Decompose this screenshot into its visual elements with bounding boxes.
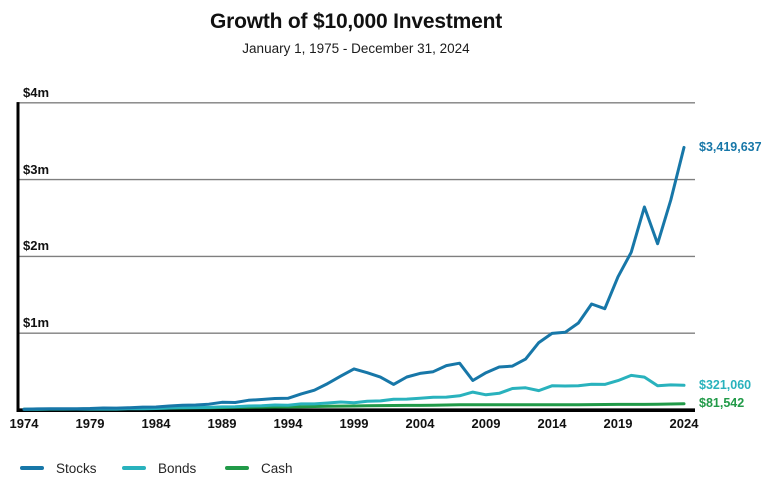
y-tick-label: $2m (23, 238, 50, 254)
legend-label-cash: Cash (261, 460, 293, 476)
cash-line-swatch-icon (225, 465, 249, 471)
cash-end-value-label: $81,542 (699, 396, 745, 411)
legend-item-stocks: Stocks (20, 459, 97, 477)
x-tick-label: 2004 (405, 416, 435, 431)
stocks-line (22, 145, 686, 411)
x-tick-label: 2009 (471, 416, 501, 431)
legend-item-bonds: Bonds (122, 459, 196, 477)
x-tick-label: 1999 (339, 416, 369, 431)
legend-label-stocks: Stocks (56, 460, 97, 476)
x-tick-label: 2024 (669, 416, 699, 431)
x-tick-label: 1974 (9, 416, 39, 431)
y-tick-label: $3m (23, 161, 50, 177)
y-tick-label: $4m (23, 84, 50, 100)
bonds-end-value-label: $321,060 (699, 377, 752, 392)
chart-header: Growth of $10,000 Investment January 1, … (0, 10, 712, 56)
legend-label-bonds: Bonds (158, 460, 197, 476)
x-tick-label: 2014 (537, 416, 567, 431)
x-tick-label: 1994 (273, 416, 303, 431)
legend: Stocks Bonds Cash (0, 459, 768, 479)
x-tick-label: 1979 (75, 416, 105, 431)
legend-item-cash: Cash (225, 459, 293, 477)
x-tick-label: 2019 (603, 416, 633, 431)
x-tick-label: 1989 (207, 416, 237, 431)
x-tick-label: 1984 (141, 416, 171, 431)
chart-title: Growth of $10,000 Investment (210, 10, 502, 33)
y-tick-label: $1m (23, 315, 50, 331)
stocks-line-swatch-icon (20, 465, 44, 471)
bonds-line-swatch-icon (122, 465, 146, 471)
chart-subtitle: January 1, 1975 - December 31, 2024 (242, 41, 470, 56)
stocks-end-value-label: $3,419,637 (699, 139, 762, 154)
